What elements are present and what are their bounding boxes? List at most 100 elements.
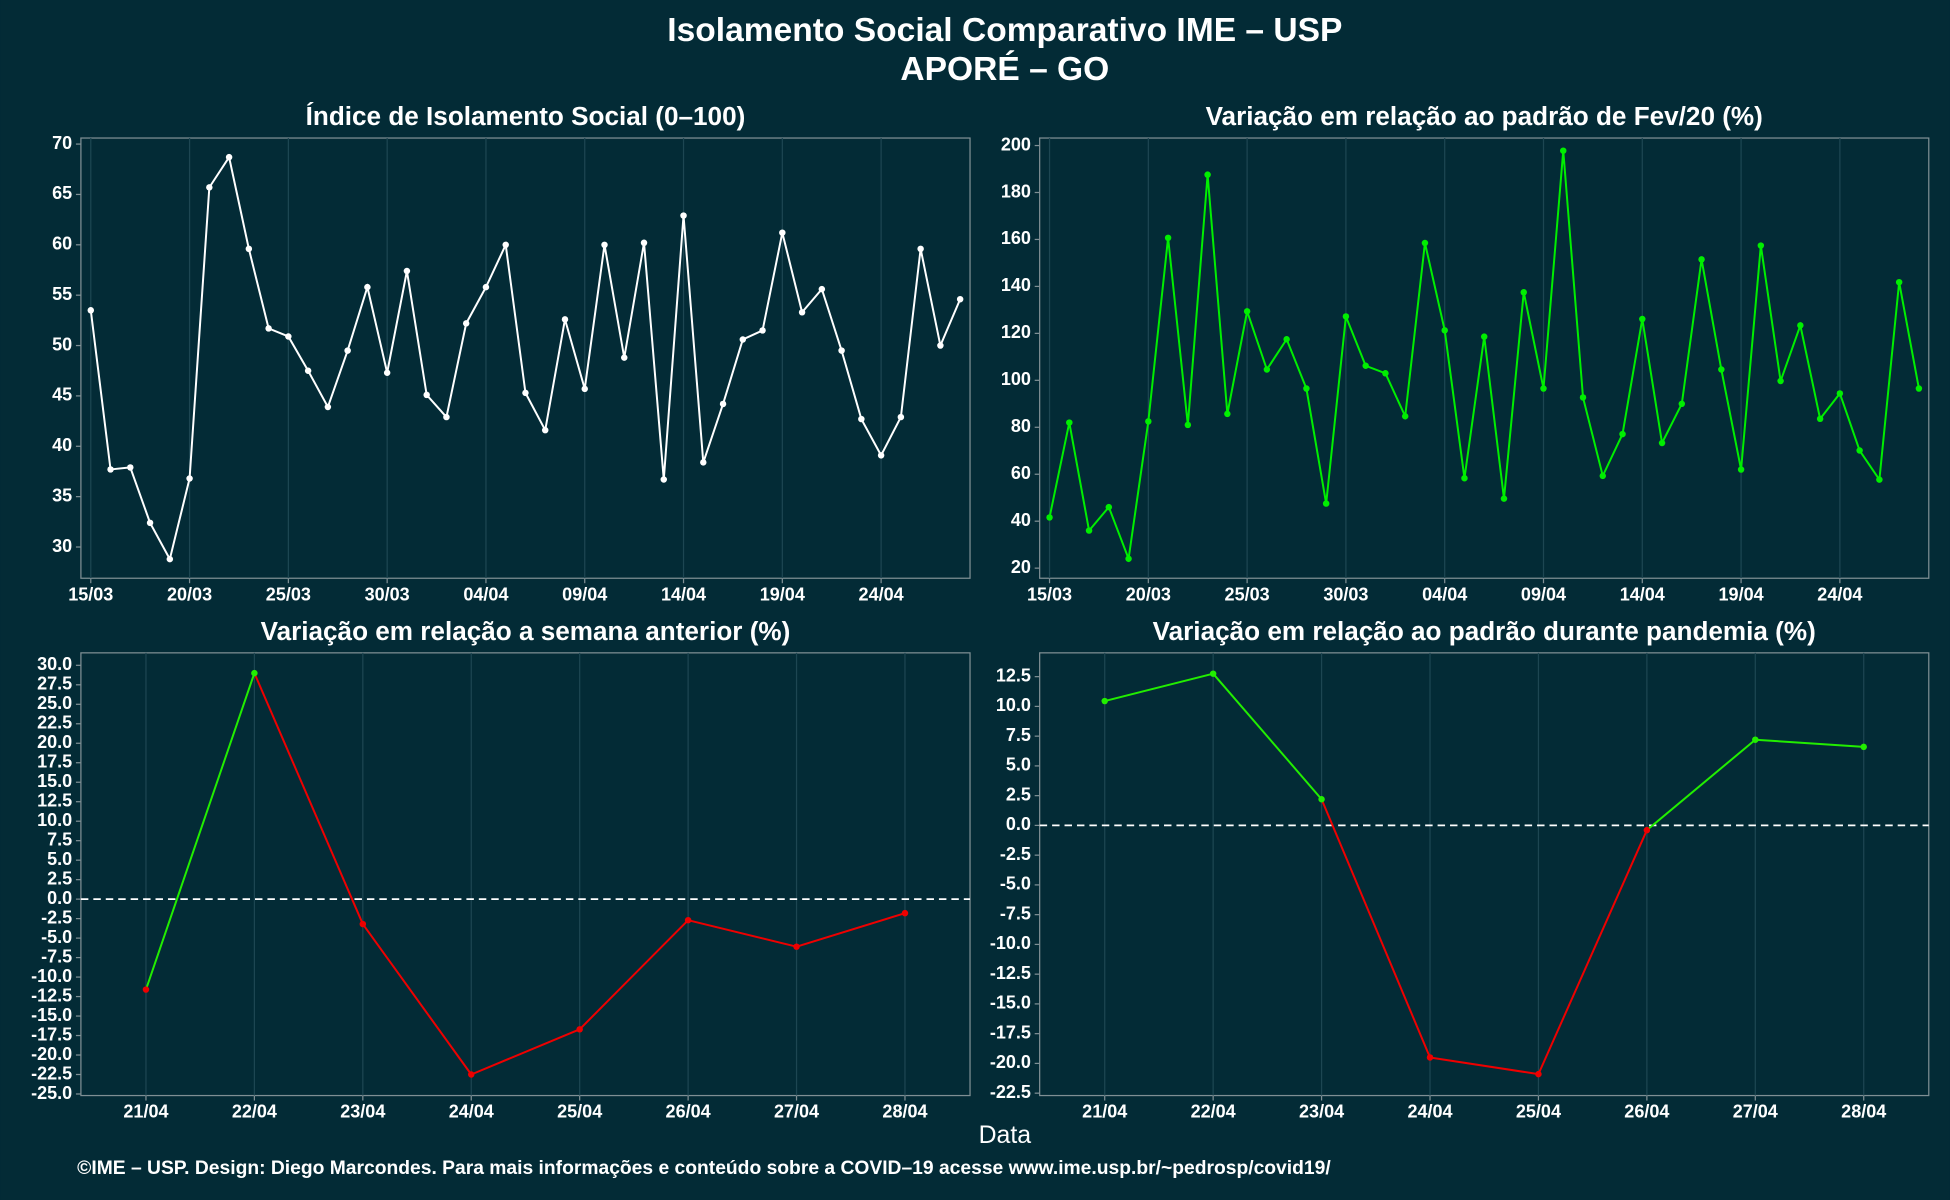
data-point xyxy=(1184,421,1192,429)
data-point xyxy=(581,385,588,393)
y-tick-label: 120 xyxy=(1001,322,1031,342)
data-point xyxy=(1322,500,1330,507)
y-tick-label: 17.5 xyxy=(37,752,72,772)
y-tick-label: 60 xyxy=(1011,463,1031,483)
x-axis-label: Data xyxy=(979,1121,1032,1149)
y-tick-label: 0.0 xyxy=(1006,814,1031,834)
x-tick-label: 20/03 xyxy=(167,584,212,604)
x-tick-label: 23/04 xyxy=(1299,1102,1344,1122)
y-tick-label: 160 xyxy=(1001,228,1031,248)
data-point xyxy=(621,354,628,361)
data-point xyxy=(601,241,608,249)
y-tick-label: 80 xyxy=(1011,416,1031,436)
y-tick-label: 10.0 xyxy=(37,810,72,830)
data-point xyxy=(700,459,707,466)
data-point xyxy=(917,245,924,253)
x-tick-label: 24/04 xyxy=(1817,584,1862,604)
data-point xyxy=(1145,418,1152,425)
x-tick-label: 09/04 xyxy=(562,584,607,604)
data-point xyxy=(1204,171,1211,178)
y-tick-label: 100 xyxy=(1001,369,1031,389)
y-tick-label: 40 xyxy=(52,435,72,455)
plot-area xyxy=(80,652,971,1097)
x-tick-label: 25/04 xyxy=(1516,1102,1561,1122)
x-tick-label: 20/03 xyxy=(1126,584,1171,604)
data-point xyxy=(1461,474,1468,482)
data-point xyxy=(1658,439,1666,447)
y-tick-label: -2.5 xyxy=(41,907,72,927)
data-point xyxy=(1342,313,1350,320)
x-tick-label: 25/03 xyxy=(1225,584,1270,604)
data-point xyxy=(1480,333,1488,340)
data-point xyxy=(1836,390,1844,397)
main-title: Isolamento Social Comparativo IME – USP xyxy=(667,12,1342,49)
x-tick-label: 24/04 xyxy=(449,1102,494,1122)
data-point xyxy=(245,245,253,253)
y-tick-label: -20.0 xyxy=(31,1044,72,1064)
plot-area xyxy=(1039,652,1930,1097)
data-point xyxy=(1895,278,1903,286)
x-tick-label: 14/04 xyxy=(661,584,706,604)
data-point xyxy=(779,229,786,236)
main-subtitle: APORÉ – GO xyxy=(900,50,1109,88)
data-point xyxy=(798,309,806,316)
data-point xyxy=(1639,315,1646,323)
data-point xyxy=(324,403,332,411)
data-point xyxy=(1540,385,1547,392)
x-tick-label: 26/04 xyxy=(666,1102,711,1122)
y-tick-label: 7.5 xyxy=(47,829,72,849)
y-tick-label: 12.5 xyxy=(996,665,1031,685)
data-point xyxy=(364,283,371,291)
line-segment xyxy=(1646,738,1756,831)
y-tick-label: -15.0 xyxy=(990,993,1031,1013)
line-segment xyxy=(1104,672,1214,703)
data-point xyxy=(87,307,95,314)
x-tick-label: 04/04 xyxy=(1422,584,1467,604)
data-point xyxy=(468,1071,475,1078)
x-tick-label: 25/03 xyxy=(266,584,311,604)
y-tick-label: 0.0 xyxy=(47,888,72,908)
y-tick-label: -20.0 xyxy=(990,1052,1031,1072)
y-tick-label: 20 xyxy=(1011,557,1031,577)
data-point xyxy=(107,466,114,473)
line-segment xyxy=(687,919,797,948)
y-tick-label: 20.0 xyxy=(37,732,72,752)
data-point xyxy=(1777,377,1784,385)
data-point xyxy=(142,986,150,993)
y-tick-label: 65 xyxy=(52,183,72,203)
data-point xyxy=(1046,514,1053,521)
y-tick-label: 2.5 xyxy=(1006,784,1031,804)
x-tick-label: 23/04 xyxy=(340,1102,385,1122)
y-tick-label: 12.5 xyxy=(37,790,72,810)
data-point xyxy=(423,391,430,399)
y-tick-label: 5.0 xyxy=(47,849,72,869)
data-point xyxy=(127,464,134,471)
data-point xyxy=(838,347,845,354)
y-tick-label: -25.0 xyxy=(31,1083,72,1103)
data-point xyxy=(1757,242,1765,249)
data-point xyxy=(1283,336,1290,343)
data-point xyxy=(901,909,909,917)
data-point xyxy=(1915,385,1923,392)
data-point xyxy=(1362,362,1369,369)
data-point xyxy=(1303,385,1310,392)
data-point xyxy=(1085,527,1093,534)
x-tick-label: 27/04 xyxy=(1733,1102,1778,1122)
y-tick-label: 200 xyxy=(1001,134,1031,154)
data-point xyxy=(660,476,668,483)
y-tick-label: 45 xyxy=(52,385,72,405)
y-tick-label: 27.5 xyxy=(37,674,72,694)
data-point xyxy=(1752,736,1759,743)
data-point xyxy=(1860,743,1867,751)
data-point xyxy=(1856,447,1863,454)
data-point xyxy=(640,239,648,247)
x-tick-label: 30/03 xyxy=(1323,584,1368,604)
y-tick-label: -22.5 xyxy=(31,1063,72,1083)
y-tick-label: 22.5 xyxy=(37,713,72,733)
x-tick-label: 21/04 xyxy=(1082,1102,1127,1122)
panel-title: Variação em relação ao padrão durante pa… xyxy=(1153,616,1816,646)
y-tick-label: -10.0 xyxy=(31,966,72,986)
data-point xyxy=(1678,400,1686,408)
y-tick-label: -7.5 xyxy=(41,946,72,966)
data-point xyxy=(956,295,964,303)
